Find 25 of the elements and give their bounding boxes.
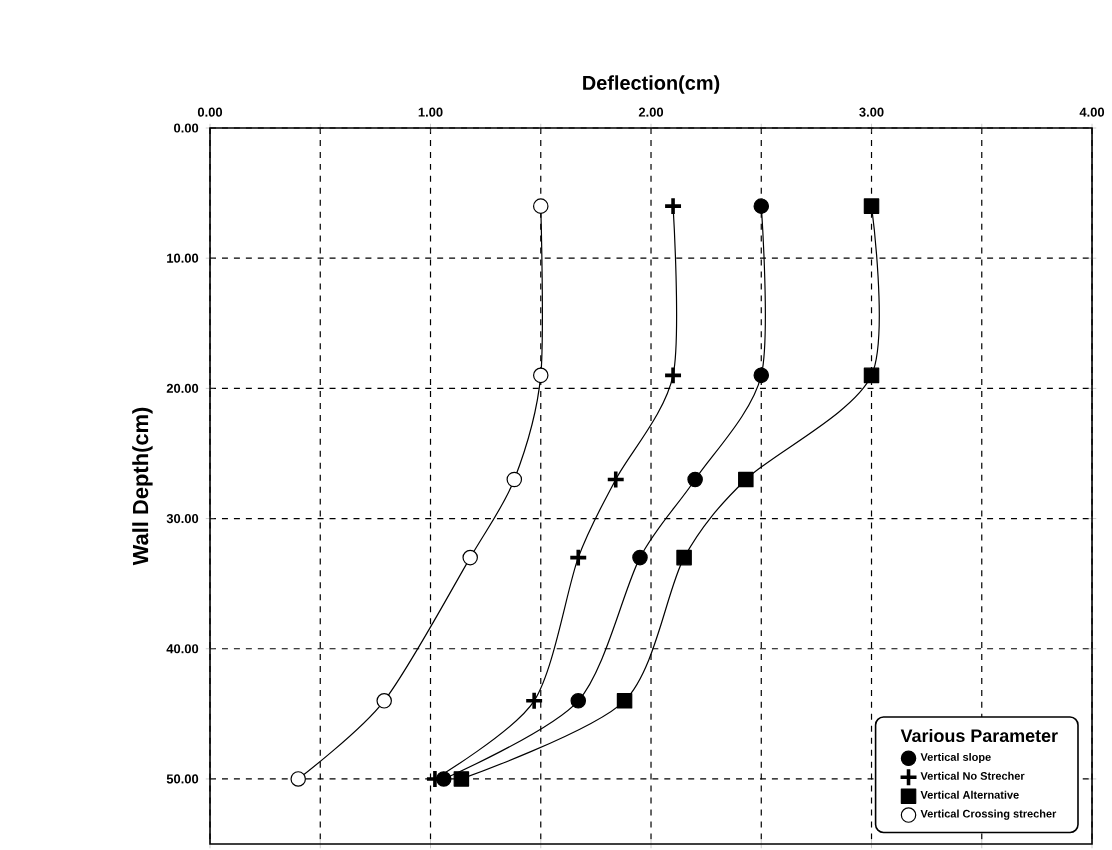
point (632, 549, 648, 566)
point (616, 693, 633, 709)
point (532, 198, 549, 214)
point (663, 196, 683, 216)
point (453, 771, 470, 787)
point (676, 549, 692, 566)
legend-title: Various Parameter (900, 728, 1058, 743)
point (376, 693, 392, 709)
point (738, 471, 754, 488)
point (753, 367, 770, 384)
point (863, 367, 880, 384)
point (290, 771, 306, 787)
y-axis-title: Wall Depth(cm) (132, 407, 153, 566)
point (863, 198, 880, 214)
point (532, 367, 549, 384)
point (462, 549, 478, 566)
point (663, 365, 683, 386)
point (506, 471, 523, 488)
x-axis-title: Deflection(cm) (583, 75, 720, 94)
point (687, 471, 703, 488)
point (605, 469, 626, 490)
point (524, 691, 544, 711)
point (568, 547, 589, 568)
point (570, 693, 587, 709)
point (753, 198, 770, 214)
